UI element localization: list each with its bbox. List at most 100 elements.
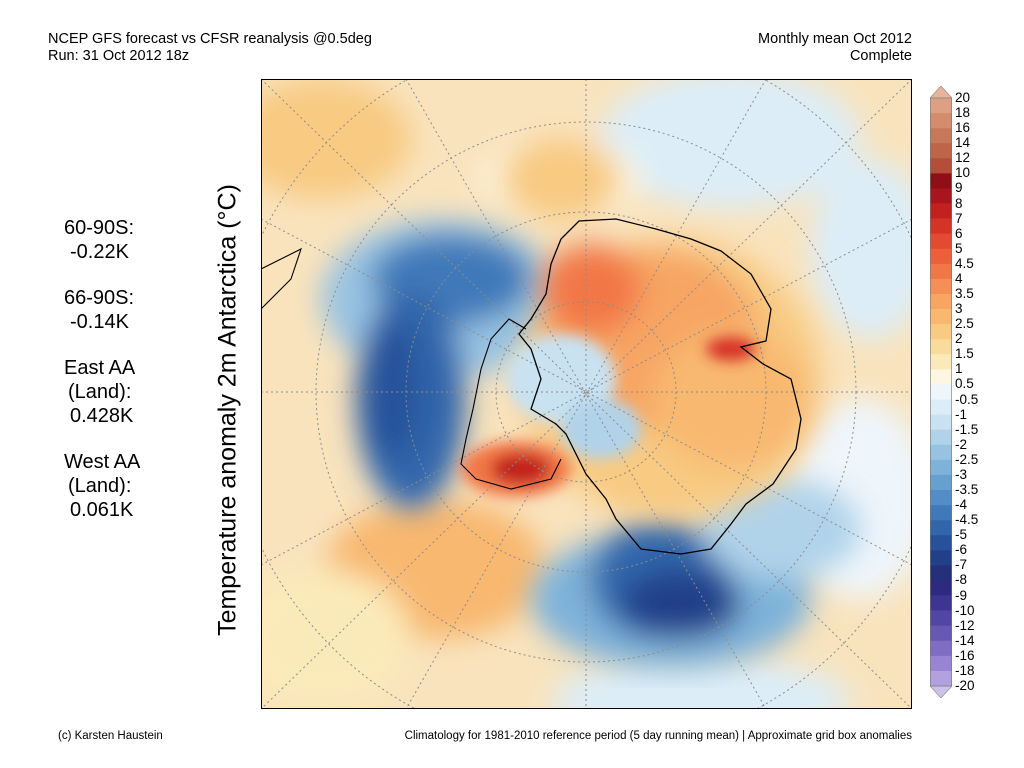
legend-label: -2.5 — [955, 451, 979, 467]
legend-swatch — [930, 173, 952, 189]
legend-label: 0.5 — [955, 376, 974, 392]
legend-swatch — [930, 294, 952, 310]
legend-swatch — [930, 143, 952, 159]
legend-swatch — [930, 339, 952, 355]
legend-swatch — [930, 218, 952, 234]
legend-swatch — [930, 444, 952, 461]
legend-swatch — [930, 580, 952, 596]
legend-label: 4.5 — [955, 255, 974, 271]
header-right: Monthly mean Oct 2012 Complete — [758, 31, 912, 65]
stat-west-aa: West AA (Land): 0.061K — [64, 451, 141, 521]
legend-label: -1 — [955, 406, 968, 422]
copyright: (c) Karsten Haustein — [58, 730, 163, 742]
anomaly-map — [261, 79, 912, 709]
legend-swatch — [930, 98, 952, 114]
legend-label: 20 — [955, 90, 971, 105]
legend-label: 3 — [955, 301, 963, 317]
legend-label: -20 — [955, 678, 975, 693]
legend-label: -8 — [955, 572, 968, 588]
legend-label: -14 — [955, 632, 975, 648]
legend-swatch — [930, 354, 952, 370]
legend-swatch — [930, 520, 952, 536]
legend-swatch — [930, 203, 952, 219]
legend-label: -6 — [955, 542, 968, 558]
southeast-cold-anomaly — [531, 479, 861, 669]
stat-east-aa: East AA (Land): 0.428K — [64, 357, 136, 427]
legend-swatch — [930, 158, 952, 174]
peninsula-hotspot — [461, 337, 756, 497]
peninsula-coastline — [460, 318, 562, 490]
legend-swatch — [930, 309, 952, 325]
legend-swatch — [930, 414, 952, 430]
legend-label: 16 — [955, 120, 971, 136]
legend-swatch — [930, 550, 952, 566]
legend-label: 4 — [955, 270, 963, 286]
map-frame — [261, 79, 912, 709]
legend-top-arrow — [930, 86, 952, 99]
legend-swatch — [930, 128, 952, 144]
stat-66-90s: 66-90S: -0.14K — [64, 287, 135, 333]
legend-swatch — [930, 535, 952, 551]
legend-label: 2 — [955, 331, 963, 347]
legend-label: -5 — [955, 527, 968, 543]
legend-label: -7 — [955, 557, 968, 573]
legend-swatch — [930, 655, 952, 672]
legend-label: -4 — [955, 497, 968, 513]
outer-anomaly-field — [261, 79, 912, 709]
legend-swatch — [930, 505, 952, 521]
legend-label: -12 — [955, 617, 975, 633]
legend-label: -0.5 — [955, 391, 979, 407]
legend-label: -2 — [955, 436, 968, 452]
legend-label: 6 — [955, 225, 963, 241]
legend-swatch — [930, 369, 952, 385]
legend-swatch — [930, 640, 952, 657]
legend-label: 7 — [955, 210, 963, 226]
run-time: Run: 31 Oct 2012 18z — [48, 48, 190, 64]
graticule — [261, 79, 912, 709]
legend-swatch — [930, 233, 952, 250]
legend-swatch — [930, 324, 952, 340]
legend-label: -3 — [955, 466, 968, 482]
legend-label: -16 — [955, 647, 975, 663]
legend-label: -10 — [955, 602, 975, 618]
legend-swatch — [930, 188, 952, 204]
footnote: Climatology for 1981-2010 reference peri… — [404, 730, 912, 742]
legend-label: 10 — [955, 165, 971, 181]
legend-label: 3.5 — [955, 286, 974, 301]
legend-label: -18 — [955, 662, 975, 678]
legend-label: -1.5 — [955, 421, 979, 437]
legend-swatch — [930, 113, 952, 129]
legend-bottom-arrow — [930, 685, 952, 698]
legend-label: 14 — [955, 135, 971, 151]
color-legend — [930, 86, 952, 698]
west-cold-anomaly — [321, 219, 561, 509]
legend-label: -3.5 — [955, 482, 979, 497]
stats-panel: 60-90S: -0.22K 66-90S: -0.14K East AA (L… — [64, 216, 140, 544]
legend-label: -4.5 — [955, 512, 979, 528]
legend-swatch — [930, 399, 952, 415]
legend-swatch — [930, 610, 952, 626]
legend-swatch — [930, 490, 952, 506]
legend-swatch — [930, 474, 952, 491]
legend-swatch — [930, 384, 952, 400]
legend-swatch — [930, 459, 952, 476]
completeness-status: Complete — [849, 48, 912, 64]
legend-label: 5 — [955, 240, 963, 256]
legend-label: 12 — [955, 150, 971, 166]
legend-swatch — [930, 625, 952, 642]
legend-label: 9 — [955, 180, 963, 196]
legend-label: 1 — [955, 361, 963, 377]
header-left: NCEP GFS forecast vs CFSR reanalysis @0.… — [48, 31, 372, 65]
stat-60-90s: 60-90S: -0.22K — [64, 217, 135, 263]
legend-label: -9 — [955, 587, 968, 603]
legend-swatch — [930, 248, 952, 265]
legend-label: 8 — [955, 195, 963, 211]
legend-swatch — [930, 263, 952, 280]
legend-swatch — [930, 670, 952, 687]
legend-label: 18 — [955, 105, 971, 121]
legend-label: 1.5 — [955, 346, 974, 362]
period-title: Monthly mean Oct 2012 — [758, 31, 912, 47]
legend-label: 2.5 — [955, 316, 974, 332]
legend-swatch — [930, 278, 952, 295]
legend-swatch — [930, 565, 952, 581]
